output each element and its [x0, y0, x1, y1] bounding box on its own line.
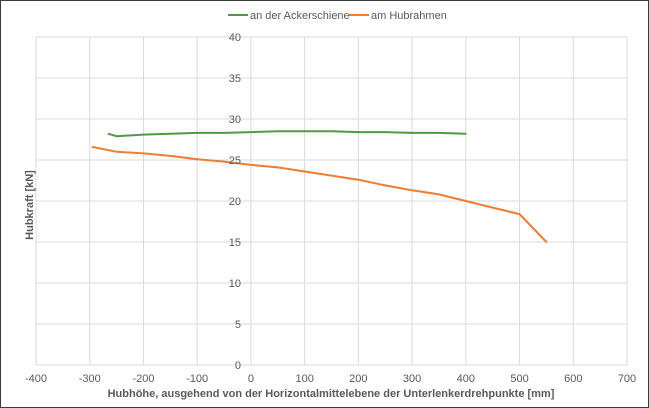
x-tick-label: 600 — [564, 373, 582, 385]
y-axis-ticks: 0 5 10 15 20 25 30 35 40 — [229, 32, 241, 372]
legend: an der Ackerschiene am Hubrahmen — [228, 10, 447, 22]
data-point-0 — [142, 133, 145, 136]
data-point-1 — [384, 184, 387, 187]
x-tick-label: -300 — [79, 373, 101, 385]
x-tick-label: -100 — [186, 373, 208, 385]
data-point-0 — [438, 132, 440, 134]
y-tick-label: 30 — [229, 114, 241, 126]
data-point-1 — [545, 241, 548, 243]
y-axis-title: Hubkraft [kN] — [24, 170, 36, 240]
x-tick-label: -200 — [132, 373, 154, 385]
data-point-0 — [223, 132, 225, 134]
data-point-1 — [250, 164, 252, 166]
data-point-1 — [330, 174, 333, 177]
x-tick-label: 400 — [457, 373, 475, 385]
gridlines — [35, 36, 628, 366]
legend-label-ackerschiene: an der Ackerschiene — [250, 10, 350, 22]
series-line-1 — [92, 145, 548, 243]
y-tick-label: 15 — [229, 237, 241, 249]
x-tick-label: 500 — [510, 373, 528, 385]
data-point-0 — [357, 131, 360, 134]
data-point-1 — [357, 178, 360, 181]
data-point-0 — [464, 132, 467, 135]
x-tick-label: 300 — [403, 373, 421, 385]
data-point-1 — [438, 193, 440, 196]
data-point-0 — [250, 131, 252, 134]
data-point-1 — [91, 145, 94, 148]
y-tick-label: 25 — [229, 155, 241, 167]
legend-item-ackerschiene: an der Ackerschiene — [228, 10, 350, 22]
data-point-1 — [464, 200, 467, 202]
data-point-1 — [411, 189, 413, 192]
data-point-1 — [196, 158, 199, 161]
x-axis-ticks: -400 -300 -200 -100 0 100 200 300 400 500 600 700 — [25, 373, 636, 385]
data-point-0 — [196, 132, 199, 134]
legend-item-hubrahmen: am Hubrahmen — [349, 10, 447, 22]
y-tick-label: 0 — [235, 360, 241, 372]
data-point-1 — [142, 152, 145, 155]
y-tick-label: 40 — [229, 32, 241, 44]
series-layer — [91, 130, 548, 243]
x-axis-title: Hubhöhe, ausgehend von der Horizontalmit… — [108, 388, 555, 400]
data-point-0 — [276, 130, 279, 133]
y-tick-label: 35 — [229, 73, 241, 85]
data-point-1 — [169, 155, 172, 157]
data-point-0 — [107, 132, 110, 135]
x-tick-label: 700 — [618, 373, 636, 385]
data-point-0 — [115, 135, 118, 138]
data-point-1 — [223, 160, 225, 163]
data-point-0 — [169, 132, 172, 135]
data-point-1 — [276, 166, 279, 169]
data-point-1 — [491, 206, 494, 209]
x-tick-label: 200 — [349, 373, 367, 385]
y-tick-label: 5 — [235, 319, 241, 331]
data-point-1 — [115, 150, 118, 153]
y-tick-label: 20 — [229, 196, 241, 208]
x-tick-label: 0 — [248, 373, 254, 385]
data-point-0 — [303, 130, 306, 133]
y-tick-label: 10 — [229, 278, 241, 290]
data-point-0 — [330, 130, 333, 133]
data-point-1 — [303, 170, 306, 173]
data-point-0 — [411, 132, 413, 134]
x-tick-label: 100 — [295, 373, 313, 385]
x-tick-label: -400 — [25, 373, 47, 385]
legend-label-hubrahmen: am Hubrahmen — [371, 10, 447, 22]
data-point-0 — [384, 131, 387, 134]
data-point-1 — [518, 213, 521, 216]
